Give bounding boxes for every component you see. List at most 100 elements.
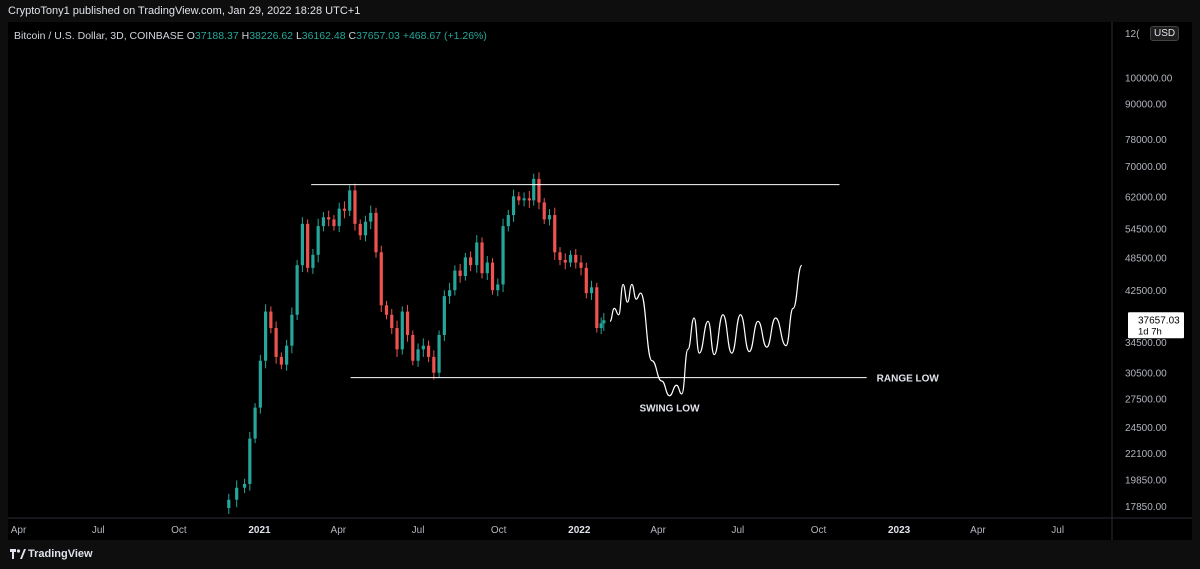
price-tick-label: 30500.00: [1125, 369, 1167, 380]
candle-body: [395, 328, 399, 350]
candle-body: [432, 356, 436, 373]
candle-body: [248, 438, 252, 484]
candle-body: [353, 190, 357, 224]
currency-button[interactable]: USD: [1150, 26, 1180, 41]
swing-low-label: SWING LOW: [640, 404, 701, 415]
candle-body: [253, 407, 257, 439]
candle-body: [332, 219, 336, 227]
candle-body: [458, 270, 462, 276]
price-tick-label: 19850.00: [1125, 475, 1167, 486]
projection-path: [609, 264, 803, 397]
candle-body: [563, 259, 567, 263]
candle-body: [480, 242, 484, 274]
price-tick-label: 48500.00: [1125, 253, 1167, 264]
candle-body: [448, 290, 452, 297]
low-label: L: [295, 30, 302, 42]
candle-body: [485, 262, 489, 274]
high-value: 38226.62: [249, 30, 294, 42]
candle-body: [306, 223, 310, 268]
time-axis: Apr Jul Oct 2021 Apr Jul Oct 2022 Apr Jul Oct 2023 A…: [11, 525, 1064, 536]
candles: [227, 172, 606, 515]
time-tick-label: Jul: [92, 525, 105, 536]
candle-body: [290, 314, 294, 346]
price-tick-label: 42500.00: [1125, 286, 1167, 297]
time-tick-label: Jul: [1051, 525, 1064, 536]
candle-body: [532, 178, 536, 201]
candle-body: [574, 254, 578, 263]
candle-body: [506, 215, 510, 227]
candle-body: [437, 334, 441, 373]
candle-body: [579, 262, 583, 268]
time-tick-label: Oct: [491, 525, 507, 536]
candle-body: [496, 284, 500, 291]
price-tick-label: 27500.00: [1125, 394, 1167, 405]
time-tick-label: Apr: [650, 525, 666, 536]
time-tick-label: Oct: [171, 525, 187, 536]
candle-body: [264, 311, 268, 361]
candle-body: [537, 178, 541, 203]
candle-body: [511, 196, 516, 216]
chart-panel[interactable]: [8, 22, 1192, 540]
candle-body: [553, 215, 557, 253]
candle-body: [426, 345, 431, 357]
close-label: C: [348, 30, 357, 42]
price-tick-label: 90000.00: [1125, 100, 1167, 111]
candle-body: [558, 252, 562, 260]
chart-grid: [8, 22, 1192, 540]
drawings: RANGE LOW SWING LOW: [311, 184, 940, 415]
candle-body: [374, 212, 378, 253]
candle-body: [411, 334, 415, 361]
candle-body: [490, 262, 495, 291]
candle-body: [227, 499, 231, 508]
time-tick-label: Apr: [11, 525, 27, 536]
time-tick-label: Oct: [811, 525, 827, 536]
price-tick-label: 78000.00: [1125, 135, 1167, 146]
candle-body: [595, 287, 599, 329]
price-tick-label: 100000.00: [1125, 73, 1173, 84]
candle-body: [358, 223, 362, 236]
candle-body: [405, 311, 410, 335]
candle-body: [258, 360, 262, 408]
symbol-name: Bitcoin / U.S. Dollar, 3D, COINBASE: [14, 30, 184, 42]
candle-body: [390, 314, 394, 329]
candle-body: [547, 215, 552, 220]
candle-body: [568, 254, 573, 263]
candle-body: [584, 267, 588, 294]
time-tick-label: Apr: [331, 525, 347, 536]
candle-body: [599, 323, 603, 329]
candle-body: [400, 311, 404, 350]
low-value: 36162.48: [301, 30, 346, 42]
candle-body: [274, 328, 278, 357]
candle-body: [589, 287, 594, 294]
price-tick-label: 34500.00: [1125, 338, 1167, 349]
candle-body: [295, 265, 299, 315]
candle-body: [527, 198, 531, 201]
publish-info: CryptoTony1 published on TradingView.com…: [8, 5, 361, 17]
candle-body: [311, 254, 315, 268]
time-tick-label: Jul: [412, 525, 425, 536]
tradingview-logo-icon: [10, 549, 26, 559]
candle-body: [542, 202, 546, 220]
candle-body: [300, 223, 304, 266]
candle-body: [517, 196, 521, 201]
candle-body: [442, 296, 446, 335]
candle-body: [337, 208, 341, 227]
candle-body: [363, 221, 368, 236]
candle-body: [348, 190, 352, 211]
tradingview-brand: TradingView: [28, 548, 93, 560]
candle-body: [316, 226, 320, 255]
candle-body: [475, 242, 479, 266]
change-value: +468.67 (+1.26%): [402, 30, 487, 42]
candle-body: [602, 320, 606, 324]
time-tick-label: Apr: [970, 525, 986, 536]
range-low-label: RANGE LOW: [877, 374, 940, 385]
candle-body: [384, 305, 389, 315]
time-tick-label: 2022: [568, 525, 591, 536]
candle-body: [369, 212, 373, 222]
candle-body: [342, 208, 347, 211]
candle-body: [235, 487, 239, 500]
last-price-value: 37657.03: [1138, 315, 1180, 326]
time-tick-label: 2023: [888, 525, 911, 536]
candle-body: [379, 252, 383, 306]
